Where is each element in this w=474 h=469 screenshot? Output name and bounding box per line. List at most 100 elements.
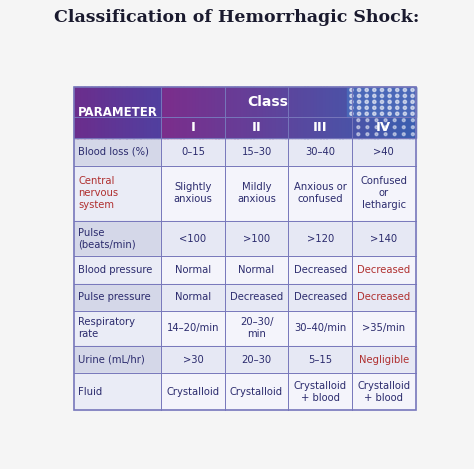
Bar — [95, 87, 99, 138]
Bar — [288, 166, 352, 221]
Circle shape — [350, 106, 353, 109]
Bar — [275, 87, 279, 117]
Bar — [362, 117, 365, 138]
Bar — [157, 87, 162, 138]
Bar — [358, 87, 362, 117]
Bar — [362, 87, 365, 117]
Bar — [98, 87, 102, 138]
Bar — [219, 117, 222, 138]
Text: Classification of Hemorrhagic Shock:: Classification of Hemorrhagic Shock: — [55, 9, 419, 26]
Circle shape — [373, 100, 376, 104]
Circle shape — [411, 106, 414, 109]
Circle shape — [350, 94, 353, 98]
Circle shape — [393, 133, 396, 136]
Bar — [180, 87, 184, 117]
Text: I: I — [191, 121, 195, 134]
Bar — [161, 284, 225, 311]
Circle shape — [357, 126, 360, 129]
Bar — [374, 87, 378, 117]
Text: III: III — [313, 121, 328, 134]
Text: 20–30: 20–30 — [241, 355, 272, 365]
Bar — [352, 166, 416, 221]
Bar — [381, 117, 384, 138]
Text: <100: <100 — [179, 234, 207, 244]
Bar — [250, 87, 254, 117]
Text: Anxious or
confused: Anxious or confused — [294, 182, 346, 204]
Circle shape — [384, 133, 387, 136]
Bar — [317, 117, 320, 138]
Circle shape — [411, 126, 414, 129]
Bar — [352, 311, 416, 346]
Circle shape — [402, 126, 405, 129]
Text: Class: Class — [247, 95, 288, 109]
Bar — [241, 117, 244, 138]
Bar — [288, 138, 352, 166]
Bar — [84, 87, 88, 138]
Bar — [164, 87, 168, 117]
Circle shape — [384, 119, 387, 121]
Bar — [288, 87, 292, 117]
Bar — [288, 346, 352, 373]
Bar — [298, 117, 301, 138]
Circle shape — [396, 94, 399, 98]
Bar — [336, 87, 339, 117]
Text: 5–15: 5–15 — [308, 355, 332, 365]
Bar — [161, 221, 225, 257]
Bar — [314, 117, 317, 138]
Bar — [74, 346, 161, 373]
Bar — [285, 87, 289, 117]
Text: 15–30: 15–30 — [241, 147, 272, 157]
Bar — [390, 87, 394, 117]
Bar — [225, 166, 288, 221]
Bar — [196, 87, 200, 117]
Bar — [180, 117, 184, 138]
Circle shape — [411, 119, 414, 121]
Bar — [301, 87, 305, 117]
Bar — [368, 117, 372, 138]
Bar — [221, 117, 225, 138]
Bar — [288, 257, 352, 284]
Circle shape — [403, 94, 407, 98]
Bar — [74, 284, 161, 311]
Circle shape — [357, 94, 361, 98]
Bar — [390, 117, 394, 138]
Text: Decreased: Decreased — [293, 292, 347, 302]
Bar — [237, 87, 241, 117]
Bar — [228, 87, 231, 117]
Bar — [183, 87, 187, 117]
Bar — [273, 87, 276, 117]
Bar — [154, 87, 158, 138]
Bar — [186, 87, 190, 117]
Bar — [381, 87, 384, 117]
Bar — [365, 117, 368, 138]
Bar — [292, 87, 295, 117]
Circle shape — [411, 94, 414, 98]
Bar — [193, 117, 196, 138]
Bar — [327, 117, 330, 138]
Bar — [263, 87, 266, 117]
Bar — [288, 373, 352, 410]
Text: Crystalloid: Crystalloid — [230, 387, 283, 397]
Bar — [140, 87, 144, 138]
Circle shape — [396, 100, 399, 104]
Circle shape — [365, 100, 368, 104]
Circle shape — [373, 94, 376, 98]
Text: >40: >40 — [374, 147, 394, 157]
Text: >35/min: >35/min — [362, 324, 405, 333]
Circle shape — [388, 94, 391, 98]
Bar — [225, 221, 288, 257]
Circle shape — [350, 112, 353, 115]
Circle shape — [388, 88, 391, 91]
Bar — [295, 117, 298, 138]
Bar — [292, 117, 295, 138]
Bar — [225, 346, 288, 373]
Bar — [109, 87, 113, 138]
Circle shape — [396, 88, 399, 91]
Bar — [377, 87, 381, 117]
Circle shape — [380, 106, 383, 109]
Text: Central
nervous
system: Central nervous system — [78, 176, 118, 211]
Circle shape — [411, 100, 414, 104]
Bar — [409, 117, 413, 138]
Bar — [282, 117, 285, 138]
Bar — [396, 87, 400, 117]
